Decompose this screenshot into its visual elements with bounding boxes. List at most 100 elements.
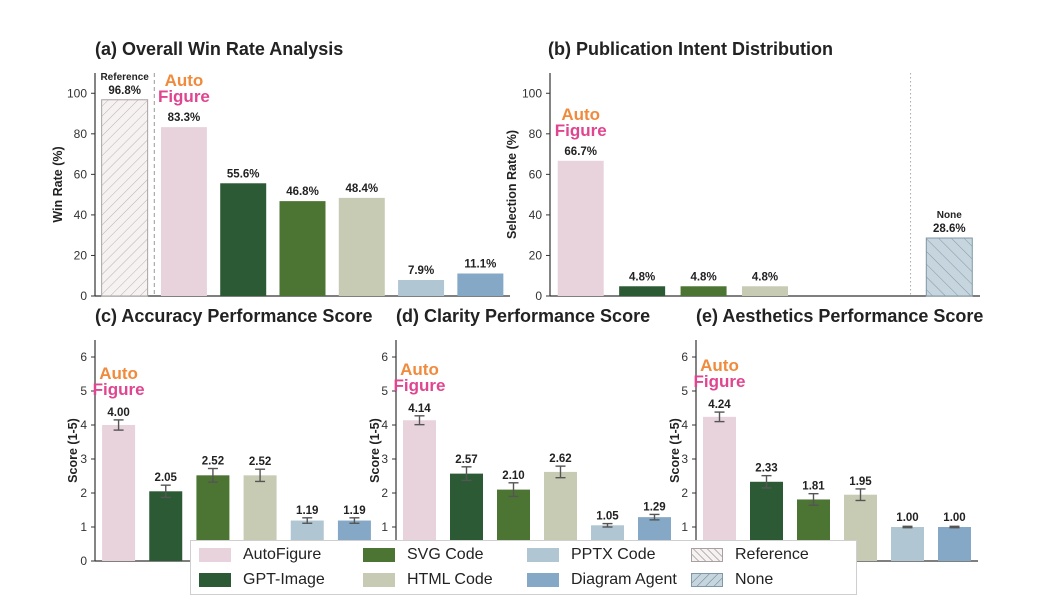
y-tick-label: 6 <box>681 350 688 364</box>
bar-reference <box>101 99 149 297</box>
bar-value-label: 1.05 <box>596 510 619 522</box>
legend-label: None <box>735 571 774 588</box>
y-tick-label: 5 <box>681 384 688 398</box>
panel-a: (a) Overall Win Rate Analysis Win Rate (%… <box>51 39 510 303</box>
legend-item-gpt-image: GPT-Image <box>199 570 325 590</box>
logo-auto-text: Auto <box>700 356 739 375</box>
bar-value-label: 83.3% <box>168 112 201 124</box>
bar-value-label: 4.8% <box>690 271 716 283</box>
bar-value-label: 4.00 <box>107 407 129 419</box>
y-tick-label: 6 <box>381 350 388 364</box>
legend-label: Diagram Agent <box>571 571 677 588</box>
y-tick-label: 3 <box>80 452 87 466</box>
y-tick-label: 1 <box>681 520 688 534</box>
legend-swatch <box>527 548 559 562</box>
panel-c: (c) Accuracy Performance Score Score (1-5… <box>66 306 378 568</box>
bar-diagram-agent <box>938 527 971 561</box>
legend-item-autofigure: AutoFigure <box>199 545 321 565</box>
bar-svg-code <box>279 201 326 296</box>
y-tick-label: 3 <box>681 452 688 466</box>
y-tick-label: 3 <box>381 452 388 466</box>
y-axis-label: Score (1-5) <box>668 418 682 483</box>
legend-swatch <box>199 548 231 562</box>
legend-swatch <box>527 573 559 587</box>
legend-label: PPTX Code <box>571 546 656 563</box>
bar-value-label: 1.00 <box>896 512 918 524</box>
y-tick-label: 0 <box>535 289 542 303</box>
y-axis-label: Score (1-5) <box>66 418 80 483</box>
legend-item-diagram-agent: Diagram Agent <box>527 570 677 590</box>
bar-autofigure <box>102 425 136 561</box>
legend-swatch <box>691 548 723 562</box>
legend-label: HTML Code <box>407 571 493 588</box>
y-tick-label: 0 <box>80 289 87 303</box>
bar-value-label: 46.8% <box>286 186 319 198</box>
bar-value-label: 2.33 <box>755 463 777 475</box>
logo-figure-text: Figure <box>394 376 446 395</box>
bar-value-label: 96.8% <box>108 85 141 97</box>
bar-annotation: Reference <box>100 72 149 83</box>
panel-title: (c) Accuracy Performance Score <box>95 306 372 326</box>
bar-gpt-image <box>619 286 666 296</box>
logo-figure-text: Figure <box>555 121 607 140</box>
autofigure-logo: AutoFigure <box>93 364 145 399</box>
y-tick-label: 40 <box>74 208 88 222</box>
panel-e: (e) Aesthetics Performance Score Score (1… <box>668 306 983 568</box>
y-tick-label: 1 <box>381 520 388 534</box>
legend-label: AutoFigure <box>243 546 322 563</box>
bar-annotation: None <box>937 210 962 221</box>
legend-item-html-code: HTML Code <box>363 570 493 590</box>
bar-autofigure <box>403 420 436 561</box>
y-tick-label: 60 <box>74 167 88 181</box>
bar-autofigure <box>557 160 604 296</box>
logo-figure-text: Figure <box>158 87 210 106</box>
y-tick-label: 6 <box>80 350 87 364</box>
bar-value-label: 11.1% <box>464 258 496 270</box>
y-tick-label: 4 <box>681 418 688 432</box>
bar-value-label: 1.29 <box>643 501 665 513</box>
bar-pptx-code <box>891 527 924 561</box>
legend-label: GPT-Image <box>243 571 325 588</box>
bar-value-label: 28.6% <box>933 223 966 235</box>
y-axis-label: Selection Rate (%) <box>505 130 519 239</box>
autofigure-logo: AutoFigure <box>555 105 607 140</box>
y-axis-label: Win Rate (%) <box>51 146 65 222</box>
panel-b: (b) Publication Intent Distribution Selec… <box>505 39 980 303</box>
panel-d: (d) Clarity Performance Score Score (1-5)… <box>368 306 678 568</box>
bar-gpt-image <box>220 183 267 296</box>
y-tick-label: 80 <box>74 127 88 141</box>
y-tick-label: 5 <box>381 384 388 398</box>
bar-value-label: 55.6% <box>227 168 260 180</box>
autofigure-logo: AutoFigure <box>394 360 446 395</box>
legend-swatch <box>363 548 395 562</box>
logo-auto-text: Auto <box>561 105 600 124</box>
bar-value-label: 2.52 <box>202 456 224 468</box>
bar-autofigure <box>703 416 736 561</box>
y-tick-label: 2 <box>381 486 388 500</box>
bar-value-label: 1.19 <box>343 505 365 517</box>
y-tick-label: 60 <box>529 167 543 181</box>
y-tick-label: 100 <box>522 86 542 100</box>
y-tick-label: 40 <box>529 208 543 222</box>
y-tick-label: 20 <box>74 248 88 262</box>
panel-title: (a) Overall Win Rate Analysis <box>95 39 343 59</box>
panel-title: (d) Clarity Performance Score <box>396 306 650 326</box>
panel-title: (e) Aesthetics Performance Score <box>696 306 983 326</box>
bar-html-code <box>742 286 788 296</box>
logo-auto-text: Auto <box>99 364 138 383</box>
y-tick-label: 100 <box>67 86 87 100</box>
bar-value-label: 66.7% <box>564 146 597 158</box>
legend-swatch <box>363 573 395 587</box>
legend-label: SVG Code <box>407 546 484 563</box>
y-tick-label: 2 <box>80 486 87 500</box>
bar-svg-code <box>680 286 727 296</box>
bar-value-label: 4.8% <box>629 271 655 283</box>
autofigure-logo: AutoFigure <box>158 71 210 106</box>
bar-html-code <box>338 197 385 296</box>
legend-item-svg-code: SVG Code <box>363 545 483 565</box>
bar-value-label: 4.24 <box>708 399 731 411</box>
y-tick-label: 2 <box>681 486 688 500</box>
bar-value-label: 7.9% <box>408 265 434 277</box>
legend-item-reference: Reference <box>691 545 809 565</box>
